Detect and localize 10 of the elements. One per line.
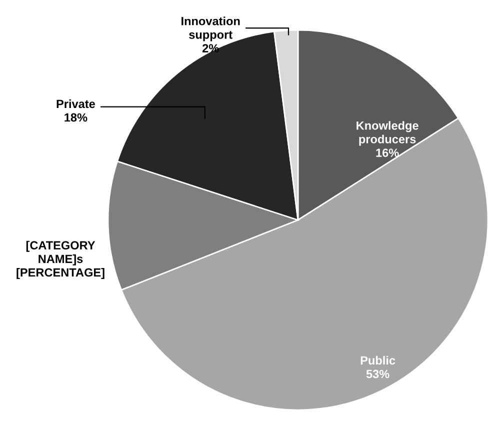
data-label: 2% [202,44,219,52]
slice-label: Private [56,99,95,108]
slice-label: Innovation support [182,16,240,42]
slice-label: Knowledge producers [356,121,418,146]
data-label: 16% [376,148,399,157]
slice-label: Public [360,356,396,365]
data-label: 53% [366,370,390,378]
slice-label: [CATEGORY NAME]s [26,240,96,266]
data-label: [PERCENTAGE] [16,268,104,279]
data-label: 18% [64,113,88,122]
